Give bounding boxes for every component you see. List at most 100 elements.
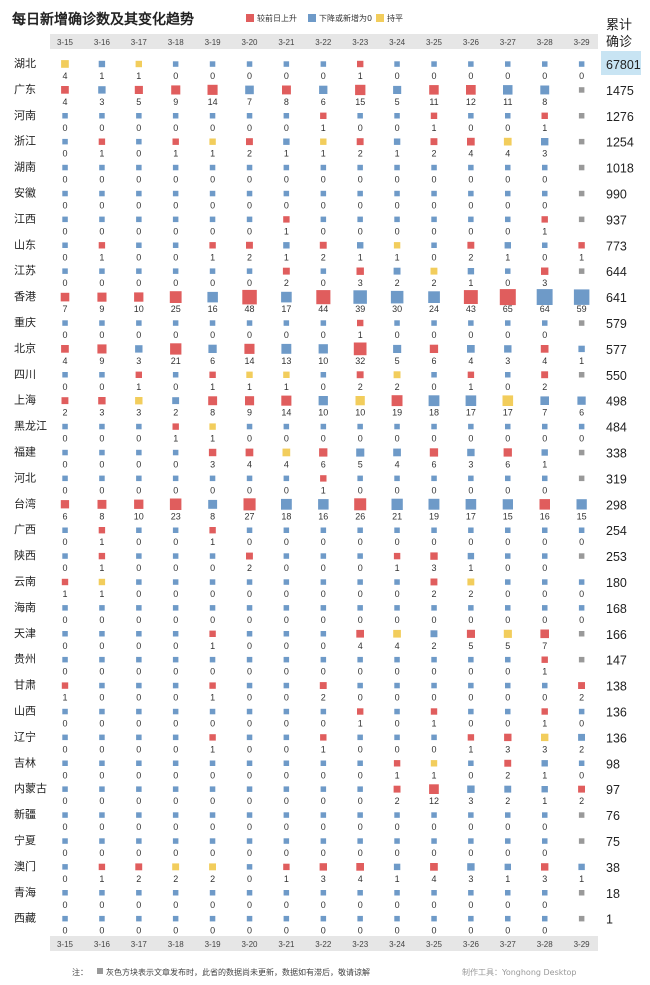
data-value-label: 5 bbox=[358, 460, 363, 470]
data-square bbox=[505, 216, 511, 223]
province-row: 江西 937 0 0 0 0 0 0 1 0 0 0 0 0 0 1 bbox=[14, 212, 627, 236]
data-value-label: 0 bbox=[505, 434, 510, 444]
date-label-bottom: 3-19 bbox=[205, 940, 222, 949]
data-value-label: 5 bbox=[136, 97, 141, 107]
data-value-label: 0 bbox=[321, 71, 326, 81]
province-total: 168 bbox=[606, 602, 627, 616]
data-square bbox=[172, 268, 179, 274]
data-value-label: 0 bbox=[431, 615, 436, 625]
data-value-label: 0 bbox=[542, 848, 547, 858]
data-value-label: 0 bbox=[173, 278, 178, 288]
data-square bbox=[578, 656, 585, 663]
data-square bbox=[99, 605, 105, 611]
data-square bbox=[431, 190, 437, 197]
data-value-label: 0 bbox=[99, 693, 104, 703]
province-total: 136 bbox=[606, 731, 627, 745]
data-value-label: 14 bbox=[208, 97, 218, 107]
data-value-label: 14 bbox=[244, 356, 254, 366]
data-value-label: 3 bbox=[542, 874, 547, 884]
data-square bbox=[136, 527, 142, 533]
data-value-label: 24 bbox=[429, 304, 439, 314]
data-square bbox=[542, 682, 548, 689]
data-value-label: 5 bbox=[395, 356, 400, 366]
data-square bbox=[209, 838, 216, 844]
data-square bbox=[281, 291, 292, 303]
data-value-label: 0 bbox=[468, 175, 473, 185]
data-value-label: 0 bbox=[505, 926, 510, 936]
data-value-label: 10 bbox=[134, 304, 144, 314]
data-value-label: 0 bbox=[136, 537, 141, 547]
data-square bbox=[61, 682, 69, 689]
data-square bbox=[503, 629, 512, 638]
province-name: 贵州 bbox=[14, 653, 36, 666]
data-value-label: 4 bbox=[62, 356, 67, 366]
data-square bbox=[283, 708, 290, 715]
data-square bbox=[281, 395, 292, 406]
data-square bbox=[169, 291, 182, 303]
data-square bbox=[320, 190, 327, 197]
data-square bbox=[431, 605, 437, 611]
data-value-label: 1 bbox=[358, 252, 363, 262]
data-square bbox=[431, 656, 437, 663]
data-square bbox=[243, 498, 256, 511]
data-value-label: 0 bbox=[395, 330, 400, 340]
province-name: 西藏 bbox=[14, 912, 36, 925]
data-square bbox=[394, 708, 400, 715]
data-value-label: 0 bbox=[542, 537, 547, 547]
data-value-label: 0 bbox=[247, 900, 252, 910]
data-value-label: 0 bbox=[210, 796, 215, 806]
data-square bbox=[99, 190, 105, 197]
data-square bbox=[62, 553, 68, 559]
data-value-label: 0 bbox=[173, 900, 178, 910]
data-value-label: 0 bbox=[136, 822, 141, 832]
data-value-label: 0 bbox=[542, 563, 547, 573]
data-value-label: 4 bbox=[468, 356, 473, 366]
data-value-label: 0 bbox=[468, 693, 473, 703]
data-value-label: 44 bbox=[318, 304, 328, 314]
data-value-label: 3 bbox=[99, 408, 104, 418]
data-square bbox=[505, 682, 511, 689]
date-label-top: 3-28 bbox=[537, 38, 554, 47]
data-value-label: 0 bbox=[136, 900, 141, 910]
data-square bbox=[172, 449, 179, 456]
data-square bbox=[283, 423, 290, 430]
province-total: 641 bbox=[606, 291, 627, 305]
data-square bbox=[578, 242, 585, 249]
data-square bbox=[468, 61, 474, 67]
data-value-label: 0 bbox=[284, 123, 289, 133]
data-square bbox=[283, 786, 290, 792]
data-value-label: 0 bbox=[431, 537, 436, 547]
data-square bbox=[542, 242, 548, 248]
data-value-label: 3 bbox=[136, 356, 141, 366]
data-value-label: 1 bbox=[468, 563, 473, 573]
province-name: 福建 bbox=[14, 445, 36, 459]
data-value-label: 0 bbox=[321, 848, 326, 858]
data-square bbox=[209, 268, 216, 274]
data-square bbox=[467, 137, 475, 146]
province-row: 香港 641 7 9 10 25 16 48 17 44 39 30 24 43 65 64 59 bbox=[14, 289, 627, 314]
data-value-label: 0 bbox=[321, 641, 326, 651]
data-value-label: 1 bbox=[395, 149, 400, 159]
data-square bbox=[578, 345, 585, 353]
data-square bbox=[394, 527, 400, 533]
data-square bbox=[209, 216, 216, 223]
data-square bbox=[98, 552, 106, 560]
data-value-label: 0 bbox=[99, 822, 104, 832]
data-square bbox=[578, 682, 585, 689]
data-square bbox=[394, 579, 400, 585]
data-value-label: 48 bbox=[244, 304, 254, 314]
province-total: 990 bbox=[606, 188, 627, 202]
province-name: 甘肃 bbox=[14, 679, 36, 692]
data-value-label: 0 bbox=[247, 719, 252, 729]
data-square bbox=[393, 629, 401, 638]
data-value-label: 0 bbox=[358, 485, 363, 495]
data-square bbox=[283, 216, 290, 223]
legend-label-flat: 持平 bbox=[387, 13, 403, 23]
data-value-label: 0 bbox=[431, 693, 436, 703]
data-value-label: 0 bbox=[62, 848, 67, 858]
data-square bbox=[283, 579, 290, 585]
data-value-label: 10 bbox=[318, 408, 328, 418]
data-value-label: 0 bbox=[62, 615, 67, 625]
data-value-label: 2 bbox=[579, 796, 584, 806]
